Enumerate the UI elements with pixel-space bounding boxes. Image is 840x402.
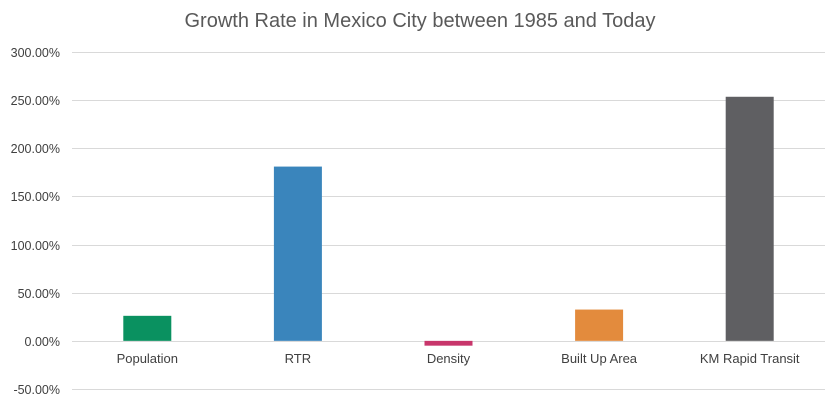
chart-title: Growth Rate in Mexico City between 1985 … xyxy=(184,10,655,32)
y-tick-label: 100.00% xyxy=(11,239,60,253)
y-tick-label: 200.00% xyxy=(11,142,60,156)
bar-density xyxy=(424,340,473,346)
y-axis-tick-labels: 300.00% 250.00% 200.00% 150.00% 100.00% 50.00… xyxy=(11,46,60,397)
x-category-label: Density xyxy=(427,351,471,366)
gridlines xyxy=(72,52,825,390)
y-tick-label: 150.00% xyxy=(11,190,60,204)
x-category-label: Population xyxy=(117,351,178,366)
y-tick-label: 250.00% xyxy=(11,94,60,108)
bars xyxy=(123,96,774,346)
y-tick-label: -50.00% xyxy=(13,383,60,397)
x-category-label: KM Rapid Transit xyxy=(700,351,800,366)
bar-rtr xyxy=(273,166,322,341)
bar-population xyxy=(123,315,172,341)
x-axis-category-labels: Population RTR Density Built Up Area KM Rapi… xyxy=(117,351,800,366)
bar-km-rapid-transit xyxy=(725,96,774,341)
bar-built-up-area xyxy=(575,309,624,341)
y-tick-label: 50.00% xyxy=(18,287,60,301)
x-category-label: RTR xyxy=(285,351,311,366)
y-tick-label: 0.00% xyxy=(25,335,60,349)
x-category-label: Built Up Area xyxy=(561,351,638,366)
y-tick-label: 300.00% xyxy=(11,46,60,60)
